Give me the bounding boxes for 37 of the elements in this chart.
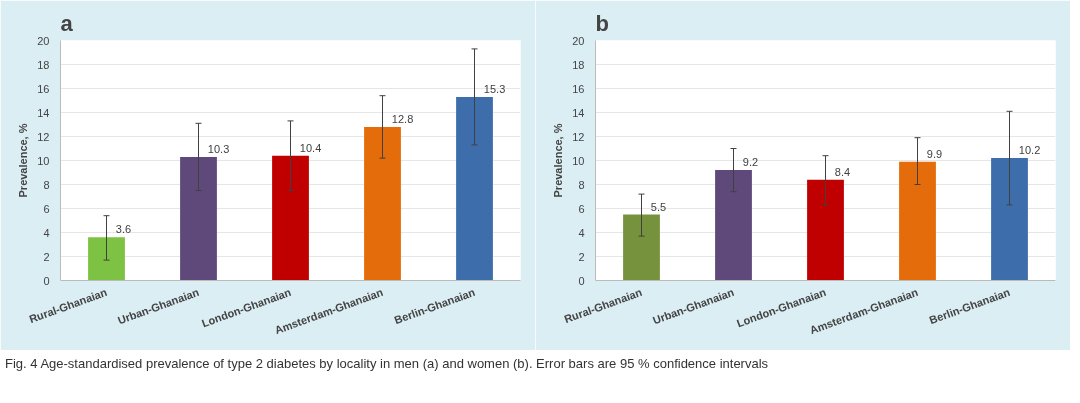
y-tick-label: 4 bbox=[43, 226, 50, 239]
y-tick-label: 10 bbox=[572, 154, 585, 167]
y-tick-label: 12 bbox=[572, 130, 585, 143]
caption: Fig. 4 Age-standardised prevalence of type 2 diabetes by locality in men (a) and women (b). Error bars are 95 % confidence intervals bbox=[5, 355, 769, 373]
data-label: 15.3 bbox=[483, 82, 506, 95]
data-label: 9.9 bbox=[926, 147, 943, 160]
y-tick-label: 20 bbox=[572, 34, 585, 47]
y-tick-label: 0 bbox=[43, 274, 50, 287]
y-tick-label: 0 bbox=[578, 274, 585, 287]
y-tick-label: 6 bbox=[578, 202, 585, 215]
data-label: 10.2 bbox=[1018, 144, 1041, 157]
data-label: 12.8 bbox=[391, 112, 414, 125]
chart-title: a bbox=[60, 10, 74, 36]
y-tick-label: 2 bbox=[578, 250, 585, 263]
y-tick-label: 18 bbox=[572, 58, 585, 71]
y-axis-title: Prevalence, % bbox=[17, 123, 30, 198]
y-tick-label: 6 bbox=[43, 202, 50, 215]
data-label: 8.4 bbox=[834, 165, 851, 178]
data-label: 10.4 bbox=[299, 141, 322, 154]
y-tick-label: 2 bbox=[43, 250, 50, 263]
data-label: 5.5 bbox=[650, 200, 667, 213]
data-label: 3.6 bbox=[115, 223, 132, 236]
y-tick-label: 14 bbox=[37, 106, 50, 119]
y-tick-label: 16 bbox=[37, 82, 50, 95]
y-tick-label: 18 bbox=[37, 58, 50, 71]
y-tick-label: 10 bbox=[37, 154, 50, 167]
y-tick-label: 16 bbox=[572, 82, 585, 95]
data-label: 9.2 bbox=[742, 156, 759, 169]
y-tick-label: 14 bbox=[572, 106, 585, 119]
y-tick-label: 20 bbox=[37, 34, 50, 47]
y-tick-label: 8 bbox=[578, 178, 585, 191]
data-label: 10.3 bbox=[207, 142, 230, 155]
y-tick-label: 4 bbox=[578, 226, 585, 239]
y-axis-title: Prevalence, % bbox=[552, 123, 565, 198]
y-tick-label: 8 bbox=[43, 178, 50, 191]
chart-title: b bbox=[595, 10, 609, 36]
y-tick-label: 12 bbox=[37, 130, 50, 143]
